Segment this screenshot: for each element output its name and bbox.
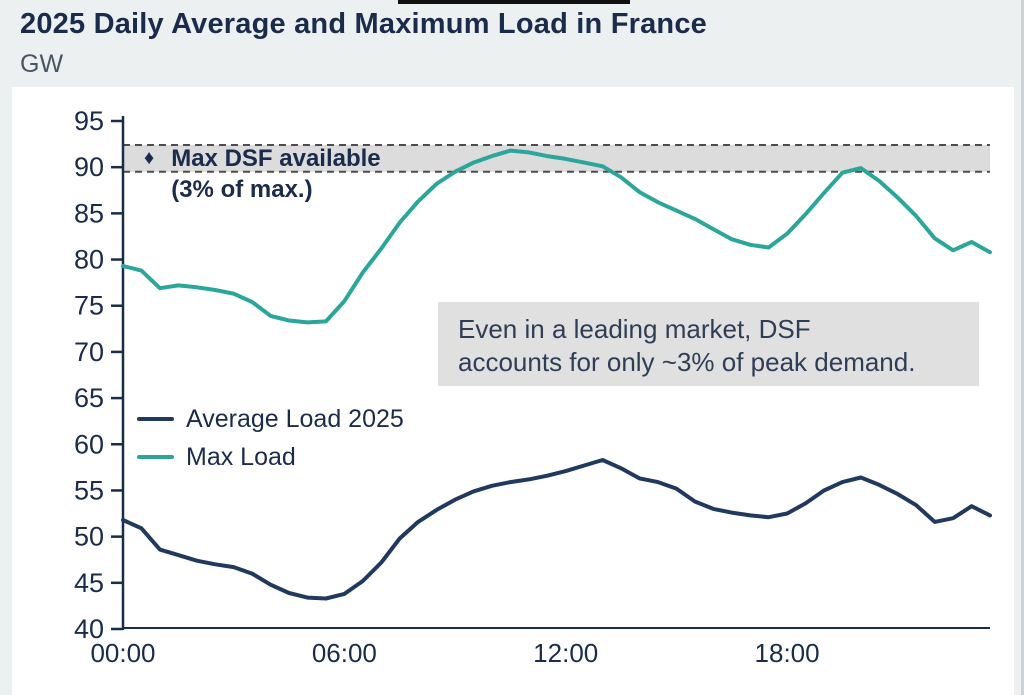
annotation-box: Even in a leading market, DSF accounts f… <box>438 302 979 386</box>
page-title: 2025 Daily Average and Maximum Load in F… <box>20 8 707 40</box>
y-axis-tick-label: 80 <box>74 245 104 275</box>
legend-label-max-load: Max Load <box>186 442 296 471</box>
y-axis-tick-label: 95 <box>74 106 104 136</box>
x-axis-tick-label: 06:00 <box>312 638 377 668</box>
y-axis-tick-label: 75 <box>74 291 104 321</box>
legend-swatch-average-load <box>137 417 174 421</box>
series-line-average-load-2025 <box>121 458 992 601</box>
diamond-marker-icon: ♦ <box>144 147 155 169</box>
x-axis-tick-label: 18:00 <box>755 638 820 668</box>
right-edge-line <box>1021 0 1024 695</box>
y-axis-unit-label: GW <box>20 50 64 78</box>
y-axis-tick-label: 45 <box>74 568 104 598</box>
y-axis-tick-label: 50 <box>74 522 104 552</box>
y-axis-tick-label: 90 <box>74 152 104 182</box>
series-line-max-load <box>121 148 992 325</box>
annotation-line1: Even in a leading market, DSF <box>458 314 811 344</box>
legend-item-max-load: Max Load <box>137 438 404 476</box>
y-axis-tick-label: 40 <box>74 614 104 644</box>
y-axis-tick-label: 85 <box>74 198 104 228</box>
y-axis-tick-label: 70 <box>74 337 104 367</box>
top-edge-artifact <box>398 0 630 4</box>
dsf-band-label: ♦ Max DSF available (3% of max.) <box>144 143 381 205</box>
legend-item-average-load: Average Load 2025 <box>137 400 404 438</box>
y-axis-tick-label: 65 <box>74 383 104 413</box>
annotation-line2: accounts for only ~3% of peak demand. <box>458 347 916 377</box>
legend-label-average-load: Average Load 2025 <box>186 404 404 433</box>
x-axis-tick-label: 00:00 <box>90 638 155 668</box>
x-axis-tick-label: 12:00 <box>533 638 598 668</box>
dsf-band-label-line1: Max DSF available <box>171 145 381 172</box>
legend-swatch-max-load <box>137 455 174 459</box>
chart-panel <box>12 87 1014 695</box>
y-axis-tick-label: 55 <box>74 475 104 505</box>
dsf-band-label-line2: (3% of max.) <box>171 176 313 203</box>
y-axis-tick-label: 60 <box>74 429 104 459</box>
legend: Average Load 2025 Max Load <box>137 400 404 476</box>
